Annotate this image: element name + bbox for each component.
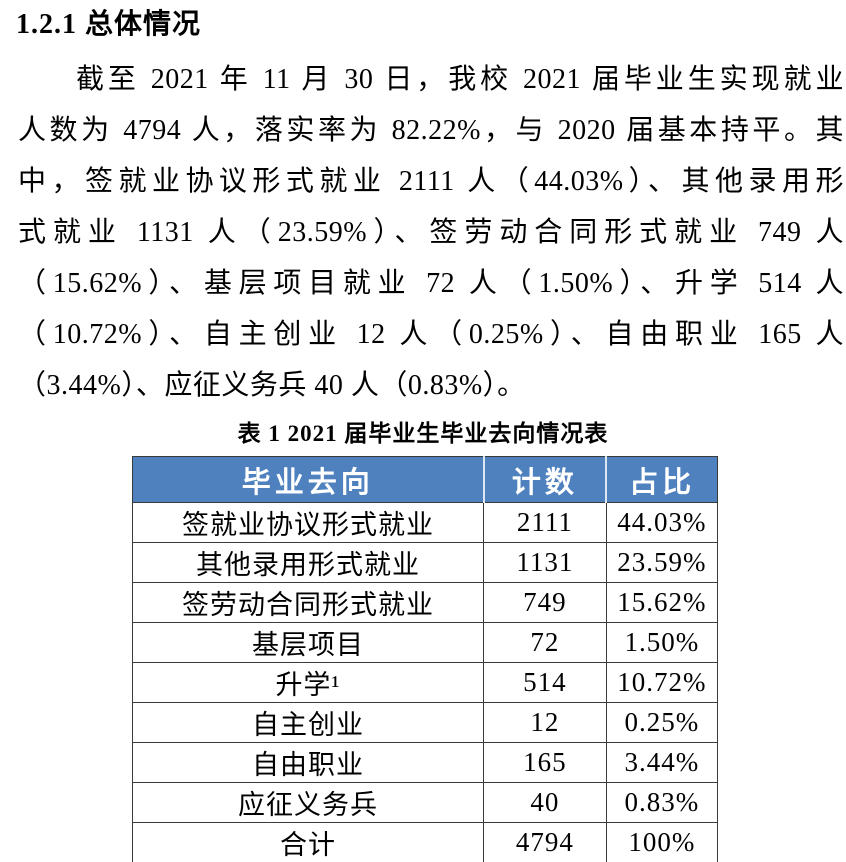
destination-cell: 基层项目 <box>132 622 484 663</box>
table-row: 应征义务兵 40 0.83% <box>132 782 719 823</box>
percent-cell: 0.25% <box>605 702 719 743</box>
count-cell: 514 <box>483 662 607 703</box>
paragraph-line: 截至 2021 年 11 月 30 日，我校 2021 届毕业生实现就业 <box>76 64 844 95</box>
destination-cell: 其他录用形式就业 <box>132 542 484 583</box>
percent-cell: 44.03% <box>605 502 719 543</box>
paragraph-line: （3.44%）、应征义务兵 40 人（0.83%）。 <box>18 370 526 401</box>
table-row: 签就业协议形式就业 2111 44.03% <box>132 502 719 543</box>
table-row: 基层项目 72 1.50% <box>132 622 719 663</box>
destination-cell: 签就业协议形式就业 <box>132 502 484 543</box>
paragraph-line: （15.62%）、基层项目就业 72 人（1.50%）、升学 514 人 <box>18 268 844 299</box>
destinations-table: 毕业去向 计数 占比 签就业协议形式就业 2111 44.03% 其他录用形式就… <box>132 456 719 862</box>
document-page: 1.2.1 总体情况 截至 2021 年 11 月 30 日，我校 2021 届… <box>0 8 846 862</box>
table-caption: 表 1 2021 届毕业生毕业去向情况表 <box>237 421 609 446</box>
table-row: 自由职业 165 3.44% <box>132 742 719 783</box>
table-total-row: 合计 4794 100% <box>132 822 719 862</box>
paragraph-line: 式就业 1131 人（23.59%）、签劳动合同形式就业 749 人 <box>18 217 844 248</box>
percent-cell: 23.59% <box>605 542 719 583</box>
column-header-count: 计数 <box>482 456 607 503</box>
table-row: 其他录用形式就业 1131 23.59% <box>132 542 719 583</box>
count-cell: 2111 <box>483 502 607 543</box>
percent-cell: 15.62% <box>605 582 719 623</box>
count-cell: 4794 <box>483 822 607 862</box>
percent-cell: 10.72% <box>605 662 719 703</box>
count-cell: 72 <box>483 622 607 663</box>
column-header-destination: 毕业去向 <box>132 456 484 503</box>
table-header-row: 毕业去向 计数 占比 <box>132 456 718 503</box>
percent-cell: 100% <box>605 822 719 862</box>
destination-cell: 签劳动合同形式就业 <box>132 582 484 623</box>
table-row: 升学¹ 514 10.72% <box>132 662 719 703</box>
body-paragraph: 截至 2021 年 11 月 30 日，我校 2021 届毕业生实现就业 人数为… <box>18 54 844 411</box>
destination-cell: 应征义务兵 <box>132 782 484 823</box>
count-cell: 165 <box>483 742 607 783</box>
paragraph-line: 中，签就业协议形式就业 2111 人（44.03%）、其他录用形 <box>18 166 844 197</box>
count-cell: 12 <box>483 702 607 743</box>
count-cell: 749 <box>483 582 607 623</box>
destination-cell: 自由职业 <box>132 742 484 783</box>
percent-cell: 0.83% <box>605 782 719 823</box>
destination-cell: 升学¹ <box>132 662 484 703</box>
table-row: 自主创业 12 0.25% <box>132 702 719 743</box>
percent-cell: 1.50% <box>605 622 719 663</box>
count-cell: 1131 <box>483 542 607 583</box>
count-cell: 40 <box>483 782 607 823</box>
paragraph-line: 人数为 4794 人，落实率为 82.22%，与 2020 届基本持平。其 <box>18 115 844 146</box>
paragraph-line: （10.72%）、自主创业 12 人（0.25%）、自由职业 165 人 <box>18 319 844 350</box>
column-header-percent: 占比 <box>605 456 718 503</box>
destination-cell: 自主创业 <box>132 702 484 743</box>
table-row: 签劳动合同形式就业 749 15.62% <box>132 582 719 623</box>
section-heading: 1.2.1 总体情况 <box>16 9 202 40</box>
percent-cell: 3.44% <box>605 742 719 783</box>
destination-cell: 合计 <box>132 822 484 862</box>
